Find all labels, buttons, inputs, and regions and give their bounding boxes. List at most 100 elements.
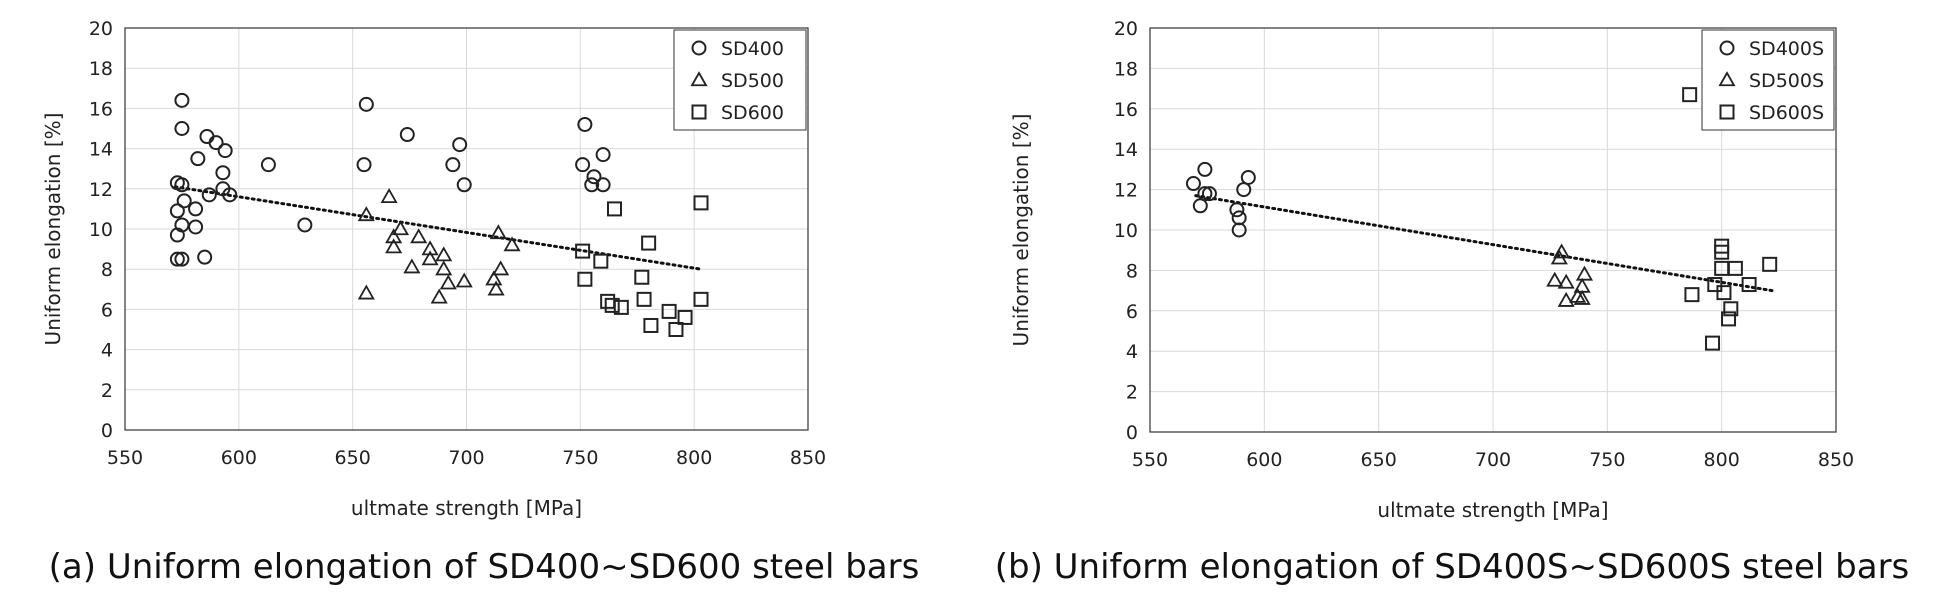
legend-marker-sd600s xyxy=(1719,104,1735,120)
data-point-sd500 xyxy=(403,258,421,274)
x-tick-label: 800 xyxy=(676,447,712,469)
data-point-sd600 xyxy=(613,299,629,315)
data-point-sd500 xyxy=(357,206,375,222)
data-point-sd500 xyxy=(385,228,403,244)
data-point-sd400 xyxy=(260,157,276,173)
scatter-chart-b: 550 600 650 700 750 800 850 0 2 4 6 8 10 12 14 16 18 20 ul… xyxy=(1009,18,1854,522)
data-point-sd600s xyxy=(1721,311,1737,327)
data-point-sd600 xyxy=(577,271,593,287)
y-axis-label: Uniform elongation [%] xyxy=(41,113,65,346)
data-point-sd400s xyxy=(1185,176,1201,192)
data-point-sd500 xyxy=(503,236,521,252)
data-point-sd500s xyxy=(1553,243,1571,259)
data-point-sd500 xyxy=(385,238,403,254)
y-tick-label: 2 xyxy=(1126,382,1138,404)
data-point-sd500s xyxy=(1550,249,1568,265)
data-point-sd400s xyxy=(1201,186,1217,202)
y-tick-label: 14 xyxy=(1114,139,1138,161)
data-point-sd400 xyxy=(174,121,190,136)
data-point-sd500 xyxy=(430,288,448,304)
x-tick-label: 600 xyxy=(221,447,257,469)
data-point-sd500 xyxy=(489,224,507,240)
y-axis-label: Uniform elongation [%] xyxy=(1009,114,1033,347)
plot-frame xyxy=(1149,27,1837,433)
data-point-sd600 xyxy=(636,291,652,307)
plot-frame xyxy=(124,27,809,431)
data-point-sd600s xyxy=(1741,277,1757,293)
legend-label-sd500: SD500 xyxy=(721,70,784,92)
data-point-sd400 xyxy=(199,129,215,145)
y-tick-label: 6 xyxy=(1126,301,1138,323)
data-point-sd400 xyxy=(169,251,185,267)
data-point-sd500s xyxy=(1557,291,1575,307)
x-tick-label: 650 xyxy=(335,447,371,469)
data-point-sd600 xyxy=(575,243,591,259)
data-point-sd400s xyxy=(1192,198,1208,214)
data-point-sd500 xyxy=(421,250,439,266)
y-tick-label: 20 xyxy=(1114,18,1138,40)
data-point-sd500 xyxy=(380,188,398,203)
data-point-sd400 xyxy=(575,157,591,173)
data-point-sd600 xyxy=(668,322,684,337)
trendline xyxy=(1194,194,1774,293)
data-point-sd400 xyxy=(188,219,204,235)
data-point-sd400 xyxy=(174,92,190,108)
data-point-sd400 xyxy=(169,227,185,243)
chart-caption-b: (b) Uniform elongation of SD400S~SD600S … xyxy=(994,547,1910,587)
y-tick-label: 8 xyxy=(101,259,113,281)
y-tick-label: 20 xyxy=(89,18,113,40)
data-point-sd400 xyxy=(356,157,372,173)
x-tick-label: 850 xyxy=(1818,449,1854,471)
data-point-sd500 xyxy=(435,246,453,262)
legend: SD400S SD500S SD600S xyxy=(1701,29,1835,131)
data-point-sd600s xyxy=(1723,301,1739,317)
legend-label-sd600s: SD600S xyxy=(1749,102,1824,124)
legend-marker-sd400 xyxy=(691,40,707,56)
chart-panel-a: 550 600 650 700 750 800 850 0 2 4 6 8 10 12 14 16 18 20 ul… xyxy=(0,0,968,597)
y-tick-label: 16 xyxy=(1114,99,1138,121)
data-point-sd600 xyxy=(634,269,650,285)
legend-marker-sd500 xyxy=(690,71,708,87)
x-tick-label: 600 xyxy=(1246,449,1282,471)
data-point-sd400 xyxy=(577,116,593,132)
data-point-sd600s xyxy=(1707,277,1723,293)
y-tick-label: 12 xyxy=(1114,180,1138,202)
data-point-sd600s xyxy=(1762,256,1778,272)
x-tick-label: 700 xyxy=(1475,449,1511,471)
data-point-sd400 xyxy=(456,177,472,193)
legend-marker-sd500s xyxy=(1718,71,1736,87)
data-point-sd400s xyxy=(1197,161,1213,177)
series-sd500 xyxy=(357,188,521,304)
data-point-sd400s xyxy=(1240,169,1256,185)
y-tick-label: 18 xyxy=(1114,58,1138,80)
trendline xyxy=(173,185,703,271)
data-point-sd500 xyxy=(487,280,505,296)
y-tick-label: 18 xyxy=(89,58,113,80)
data-point-sd500s xyxy=(1573,289,1591,305)
data-point-sd400 xyxy=(174,177,190,193)
legend: SD400 SD500 SD600 xyxy=(673,29,807,131)
scatter-chart-a: 550 600 650 700 750 800 850 0 2 4 6 8 10 12 14 16 18 20 ul… xyxy=(41,18,826,520)
data-point-sd400 xyxy=(169,203,185,219)
y-tick-label: 8 xyxy=(1126,260,1138,282)
data-point-sd500 xyxy=(357,284,375,300)
legend-label-sd400: SD400 xyxy=(721,38,784,60)
data-point-sd400 xyxy=(399,127,415,143)
data-point-sd600 xyxy=(604,297,620,313)
data-point-sd600 xyxy=(600,293,616,309)
x-axis-label: ultmate strength [MPa] xyxy=(1377,498,1608,522)
x-tick-label: 800 xyxy=(1704,449,1740,471)
data-point-sd400s xyxy=(1236,182,1252,198)
legend-label-sd500s: SD500S xyxy=(1749,70,1824,92)
series-sd600s xyxy=(1682,87,1778,351)
data-point-sd600 xyxy=(643,317,659,333)
data-point-sd500 xyxy=(492,260,510,276)
x-axis-label: ultmate strength [MPa] xyxy=(351,496,582,520)
series-sd600 xyxy=(575,195,709,337)
data-point-sd600 xyxy=(593,253,609,269)
data-point-sd500s xyxy=(1546,271,1564,287)
data-point-sd400s xyxy=(1229,202,1245,218)
data-point-sd400 xyxy=(584,177,600,193)
legend-marker-sd400s xyxy=(1719,40,1735,56)
data-point-sd500 xyxy=(435,260,453,276)
